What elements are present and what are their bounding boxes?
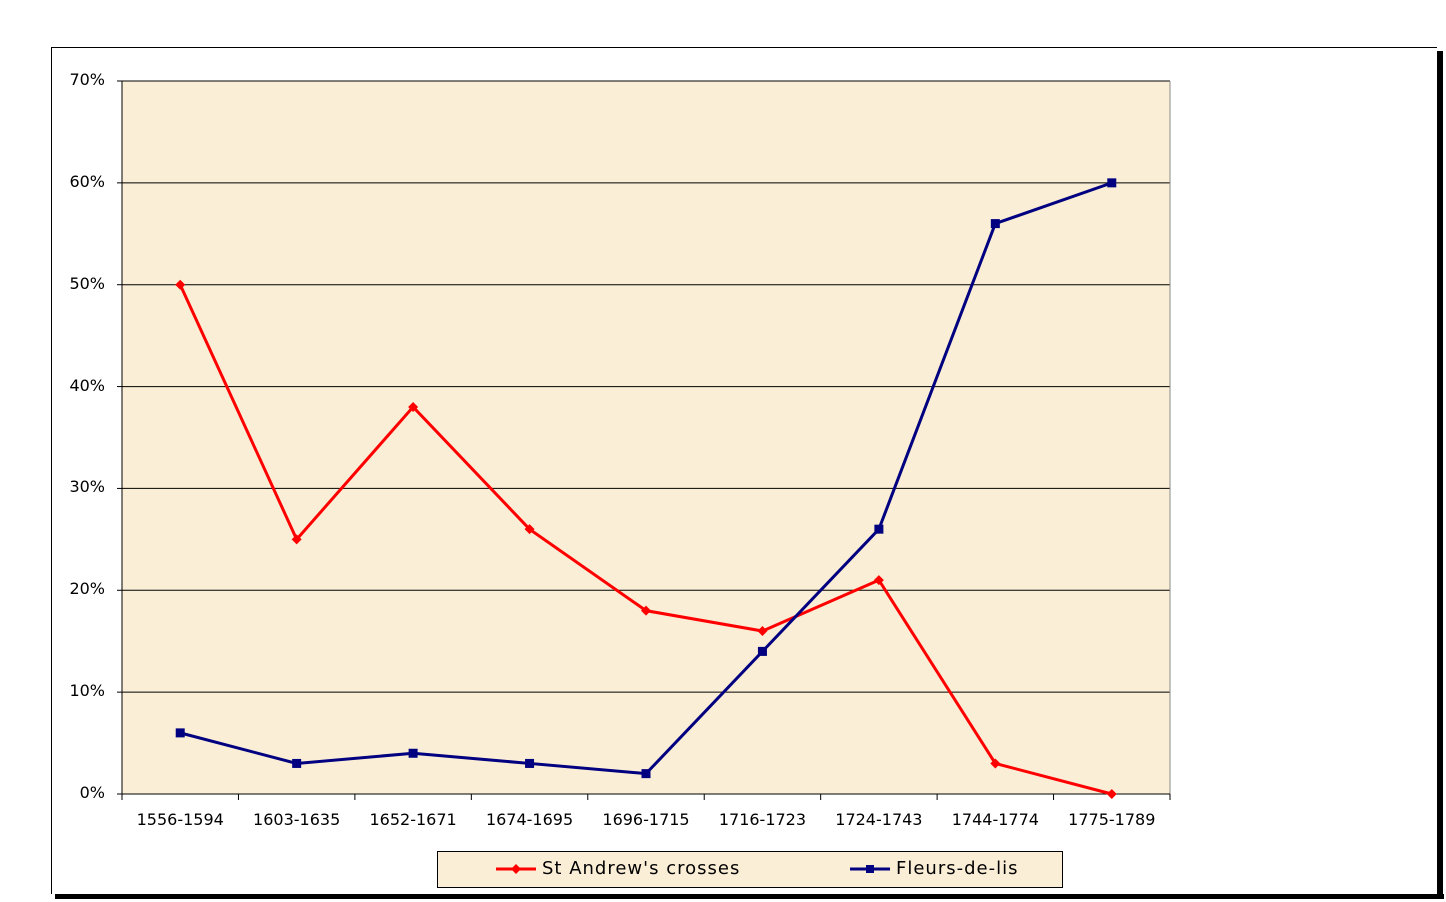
- legend-item-st-andrews: St Andrew's crosses: [496, 858, 740, 879]
- legend-item-fleurs-de-lis: Fleurs-de-lis: [850, 858, 1019, 879]
- y-tick-label: 10%: [69, 681, 105, 701]
- y-tick-label: 40%: [69, 375, 105, 395]
- x-tick-label: 1652-1671: [369, 810, 457, 829]
- y-tick-label: 70%: [69, 70, 105, 89]
- x-tick-label: 1696-1715: [602, 810, 690, 829]
- frame-shadow-right: [1437, 51, 1443, 899]
- y-tick-label: 20%: [69, 579, 105, 599]
- x-tick-label: 1716-1723: [718, 810, 807, 829]
- x-tick-label: 1603-1635: [253, 810, 341, 829]
- red-diamond-line-icon: [496, 863, 536, 874]
- y-tick-label: 60%: [69, 171, 105, 191]
- y-tick-label: 30%: [69, 477, 105, 497]
- x-tick-label: 1775-1789: [1068, 810, 1156, 829]
- legend-label-st-andrews: St Andrew's crosses: [542, 858, 741, 879]
- blue-square-line-icon: [850, 864, 890, 873]
- legend-label-fleurs-de-lis: Fleurs-de-lis: [896, 858, 1019, 879]
- frame-shadow-bottom: [55, 894, 1444, 899]
- x-tick-label: 1744-1774: [951, 810, 1039, 829]
- y-tick-label: 50%: [69, 273, 105, 293]
- x-tick-label: 1556-1594: [136, 810, 224, 829]
- x-tick-label: 1724-1743: [835, 810, 923, 829]
- x-tick-label: 1674-1695: [485, 810, 574, 829]
- legend: St Andrew's crosses Fleurs-de-lis: [437, 851, 1063, 888]
- y-tick-label: 0%: [79, 783, 105, 802]
